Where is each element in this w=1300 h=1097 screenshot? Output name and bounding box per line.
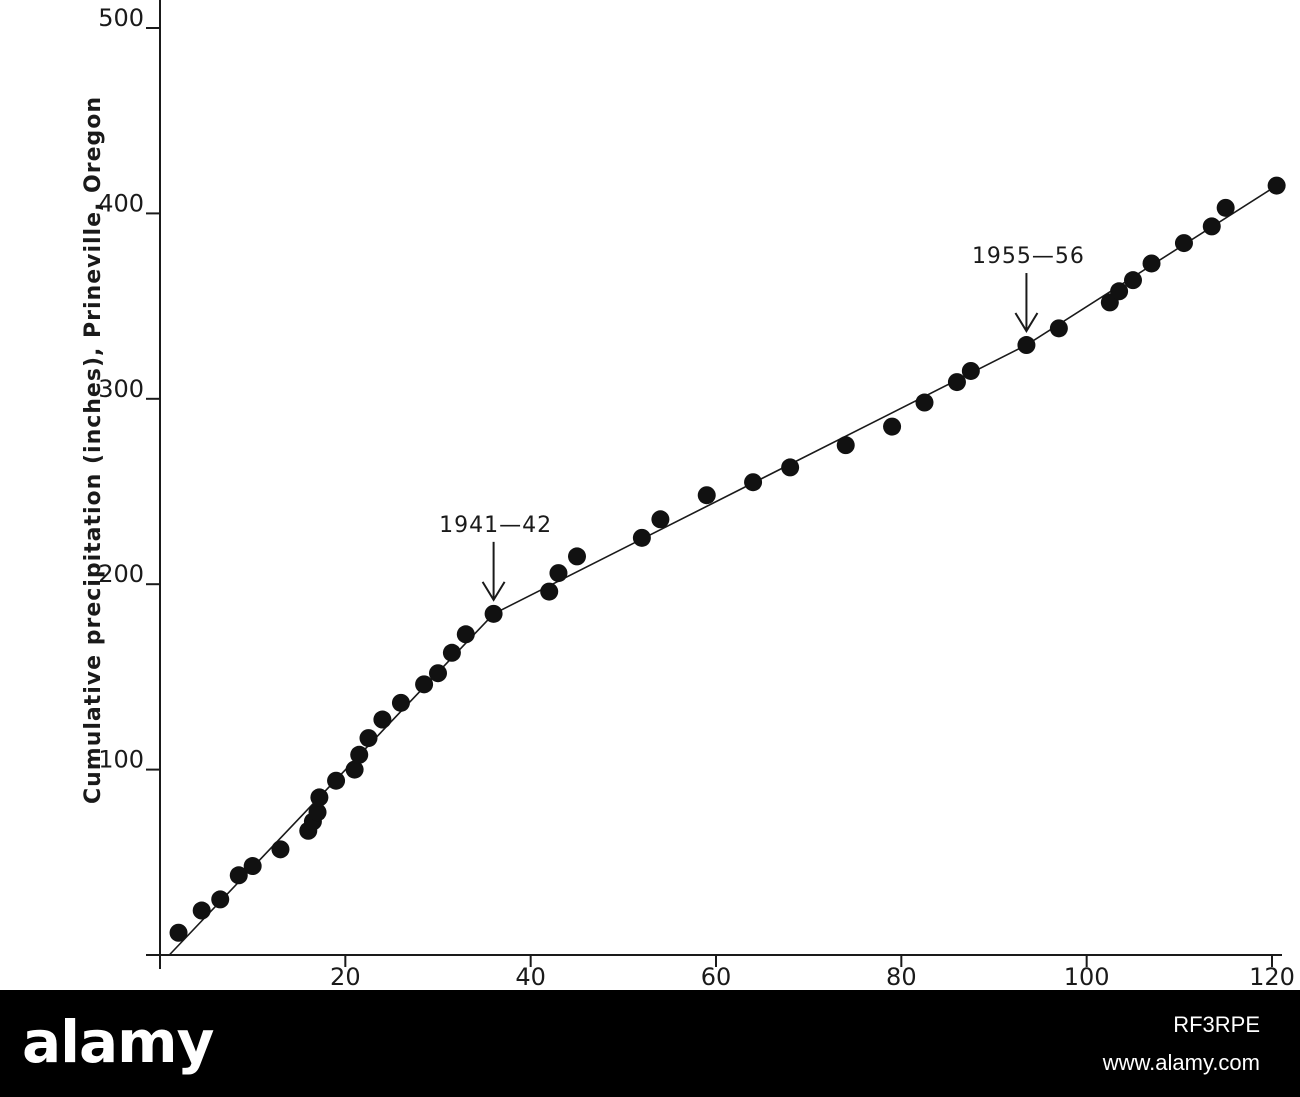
ticks: 20 40 60 80 100 120 100 200 300 400 500 <box>98 4 1295 990</box>
y-tick-label: 100 <box>98 746 144 774</box>
data-point <box>327 771 346 790</box>
x-tick-label: 20 <box>330 963 361 990</box>
data-point <box>568 547 586 566</box>
data-point <box>1174 234 1193 253</box>
data-point <box>345 760 364 779</box>
data-point <box>961 361 980 380</box>
data-point <box>359 729 378 748</box>
chart-area: 20 40 60 80 100 120 100 200 300 400 500 1941—42 195… <box>81 0 1295 990</box>
data-point <box>373 710 392 729</box>
data-point <box>169 923 188 942</box>
data-point <box>229 866 248 885</box>
data-point <box>308 803 327 822</box>
data-point <box>429 664 447 683</box>
watermark-image-code: RF3RPE <box>1173 1012 1260 1037</box>
data-point <box>1124 271 1142 290</box>
data-point <box>1142 254 1161 273</box>
data-point <box>697 486 716 505</box>
data-point <box>271 840 290 859</box>
data-point <box>651 510 670 529</box>
data-point <box>442 643 461 662</box>
data-point <box>1110 282 1129 301</box>
watermark-bar: alamy RF3RPE www.alamy.com <box>0 990 1300 1097</box>
data-point <box>1202 217 1221 236</box>
annotation-arrow-head <box>481 581 506 602</box>
data-point <box>947 373 966 392</box>
data-point <box>632 528 651 547</box>
data-point <box>350 745 369 764</box>
x-tick-label: 120 <box>1249 963 1295 990</box>
watermark-site: www.alamy.com <box>1102 1050 1260 1075</box>
data-point <box>415 675 434 694</box>
data-point <box>1049 319 1068 338</box>
x-tick-label: 80 <box>886 963 917 990</box>
data-point <box>883 417 902 436</box>
scatter-chart: 20 40 60 80 100 120 100 200 300 400 500 1941—42 195… <box>81 0 1295 990</box>
data-point <box>484 604 503 623</box>
data-point <box>915 393 934 412</box>
y-tick-label: 200 <box>98 560 144 588</box>
x-tick-label: 100 <box>1064 963 1110 990</box>
data-point <box>192 901 211 920</box>
annotation-label: 1955—56 <box>972 244 1085 269</box>
annotation-arrow-head <box>1014 312 1039 333</box>
x-tick-label: 60 <box>701 963 732 990</box>
annotations: 1941—42 1955—56 <box>439 244 1085 602</box>
data-point <box>1216 198 1235 217</box>
y-tick-label: 300 <box>98 375 144 403</box>
data-point <box>310 788 329 807</box>
data-point <box>456 625 475 644</box>
watermark-logo: alamy <box>22 1008 214 1076</box>
data-point <box>211 890 230 909</box>
data-point <box>391 693 410 712</box>
data-point <box>1017 336 1036 355</box>
data-point <box>549 564 568 583</box>
annotation-label: 1941—42 <box>439 513 552 538</box>
y-axis-label: Cumulative precipitation (inches), Prine… <box>81 96 106 804</box>
data-point <box>744 473 763 492</box>
data-point <box>1267 176 1286 195</box>
data-points <box>169 176 1286 942</box>
data-point <box>781 458 800 477</box>
x-tick-label: 40 <box>515 963 546 990</box>
y-tick-label: 500 <box>98 4 144 32</box>
y-tick-label: 400 <box>98 189 144 217</box>
data-point <box>243 857 262 876</box>
data-point <box>540 582 559 601</box>
axes <box>146 0 1282 969</box>
data-point <box>836 436 855 455</box>
